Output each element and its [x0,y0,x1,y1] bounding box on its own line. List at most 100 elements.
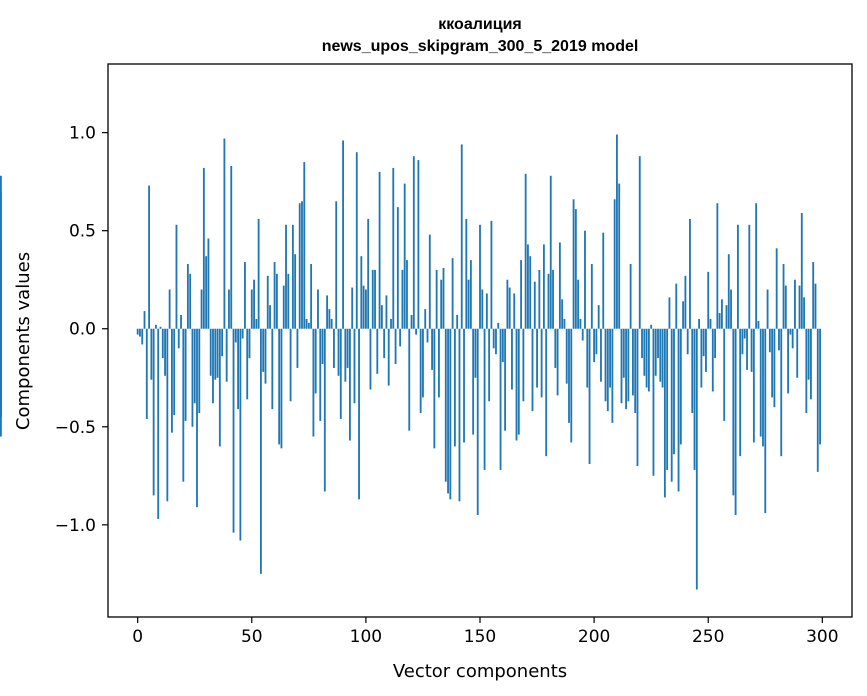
bar [736,224,739,329]
bar [362,285,365,329]
bar [533,281,536,329]
y-tick-label: −0.5 [55,418,96,438]
bar [431,328,433,370]
bar [597,305,600,329]
bar [485,293,488,329]
bar [504,328,507,431]
bar [394,328,397,365]
bar [152,328,155,496]
bar [791,328,794,349]
x-tick-label: 300 [806,627,838,647]
bar [682,301,685,329]
bar [412,156,415,329]
bar [714,328,716,359]
bar [435,269,438,329]
bar [419,328,422,414]
bar [353,328,356,404]
bar [410,315,413,329]
bar [529,256,532,329]
bar [584,230,586,329]
chart-subtitle: news_upos_skipgram_300_5_2019 model [322,38,639,55]
bar [545,328,548,457]
bar [618,183,621,329]
bar [264,328,267,384]
bar [579,318,582,329]
bar [469,260,472,329]
bar [463,328,465,443]
bar [698,318,701,329]
bar [349,328,351,441]
bar [216,328,219,378]
bar [661,328,664,388]
bar [775,248,778,329]
x-axis-ticks: 0 50 100 150 200 250 300 [132,617,839,647]
bar [588,328,591,465]
bar [483,328,486,470]
bar [675,283,678,329]
bar [481,289,484,329]
bar [709,318,712,329]
bar [253,279,255,329]
bar [378,171,381,329]
bar [725,305,728,329]
bar [743,328,746,339]
bar [269,305,271,329]
bar [657,328,659,359]
bar [440,279,443,329]
bar [451,258,454,329]
bar [139,328,141,337]
bar [741,328,744,355]
bar [314,328,317,394]
bar [449,328,452,500]
bar [572,199,575,329]
bar [625,328,627,410]
bar [540,328,543,398]
bar [207,238,210,329]
bar [198,328,201,414]
bar [257,218,260,329]
bar [472,328,475,435]
bar [810,328,812,400]
bar [563,318,566,329]
bar [305,318,308,329]
bar [650,324,653,329]
y-tick-label: −1.0 [55,516,96,536]
bar [241,328,244,339]
bar [273,262,276,329]
bar [280,328,283,449]
bar [501,328,504,363]
bar [355,152,358,329]
bar [711,328,714,392]
bar [613,199,616,329]
bar [289,328,292,402]
bar [364,289,367,329]
bar [474,328,477,378]
bar [189,273,192,329]
y-tick-label: 0.0 [69,320,96,340]
bar [196,328,198,508]
bar [303,162,306,329]
bar [180,315,182,329]
bar [351,287,354,329]
bar [577,279,580,329]
bar [647,328,650,392]
bar [595,328,598,355]
bar [221,328,224,357]
bar [161,328,164,359]
bar [508,287,511,329]
bar [593,328,596,363]
bar [438,328,440,398]
bar [721,299,723,329]
bar [604,328,607,402]
bar [342,140,344,329]
bar [732,328,735,496]
bar [609,328,611,388]
bar [150,328,153,380]
bar [488,328,491,402]
bar [467,279,470,329]
bar [627,328,630,402]
bar [581,328,584,341]
bar [191,328,194,427]
bar [244,262,246,329]
bar [319,328,322,421]
